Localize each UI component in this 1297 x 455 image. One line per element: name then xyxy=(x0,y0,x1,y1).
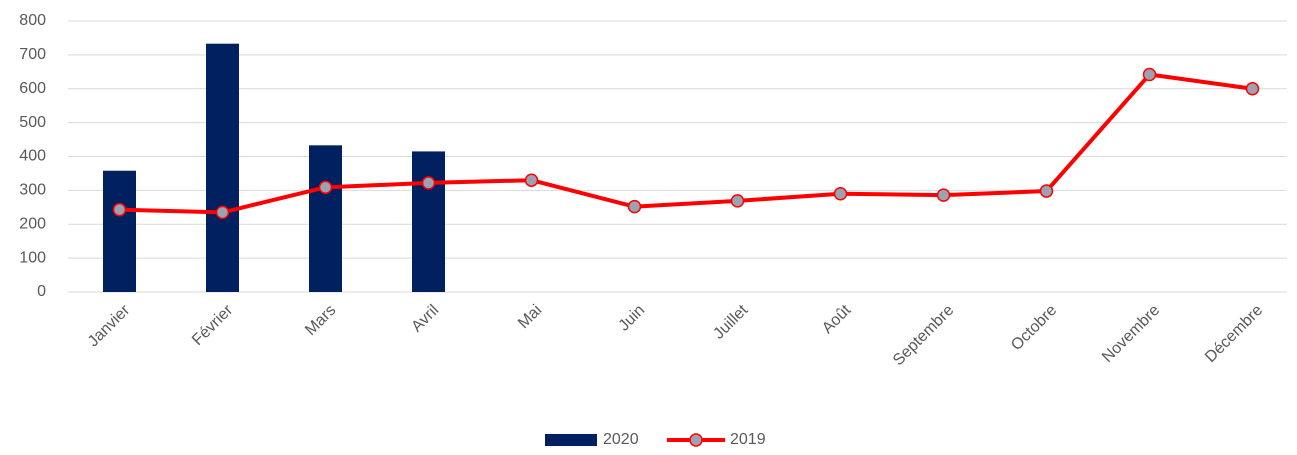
x-tick-label: Octobre xyxy=(1008,302,1060,354)
x-tick-label: Janvier xyxy=(85,301,134,350)
x-tick-label: Juin xyxy=(616,302,649,335)
line-marker xyxy=(833,187,848,201)
y-tick-label: 400 xyxy=(19,148,46,165)
bar xyxy=(309,145,342,292)
line-marker xyxy=(421,176,436,190)
legend-swatch xyxy=(545,434,597,446)
x-tick-label: Mars xyxy=(302,302,339,339)
x-tick-label: Mai xyxy=(515,302,545,332)
line-marker xyxy=(730,194,745,208)
x-tick-label: Septembre xyxy=(890,302,957,369)
x-tick-label: Août xyxy=(819,301,855,337)
legend-label: 2019 xyxy=(730,431,766,448)
line-marker xyxy=(1142,67,1157,82)
y-tick-label: 100 xyxy=(19,249,46,266)
line-marker xyxy=(524,173,539,187)
line-marker xyxy=(1245,82,1260,96)
x-tick-label: Novembre xyxy=(1099,302,1163,366)
x-tick-label: Juillet xyxy=(710,301,751,342)
bar xyxy=(206,43,239,292)
y-tick-label: 600 xyxy=(19,80,46,97)
x-tick-label: Février xyxy=(189,301,237,349)
y-tick-label: 500 xyxy=(19,114,46,131)
x-tick-label: Décembre xyxy=(1202,302,1266,366)
legend-label: 2020 xyxy=(603,431,639,448)
line xyxy=(119,72,1253,215)
x-tick-label: Avril xyxy=(408,302,442,336)
bar xyxy=(103,170,136,292)
line-marker xyxy=(318,180,333,195)
y-tick-label: 0 xyxy=(37,283,46,300)
y-tick-label: 200 xyxy=(19,215,46,232)
line-marker xyxy=(112,202,127,217)
y-tick-label: 300 xyxy=(19,182,46,199)
line-marker xyxy=(1039,184,1054,198)
y-tick-label: 800 xyxy=(19,12,46,29)
line-marker xyxy=(627,199,642,214)
legend-marker xyxy=(689,433,703,447)
y-tick-label: 700 xyxy=(19,46,46,63)
line-marker xyxy=(215,205,230,220)
line-marker xyxy=(936,188,951,202)
bar xyxy=(412,151,445,292)
